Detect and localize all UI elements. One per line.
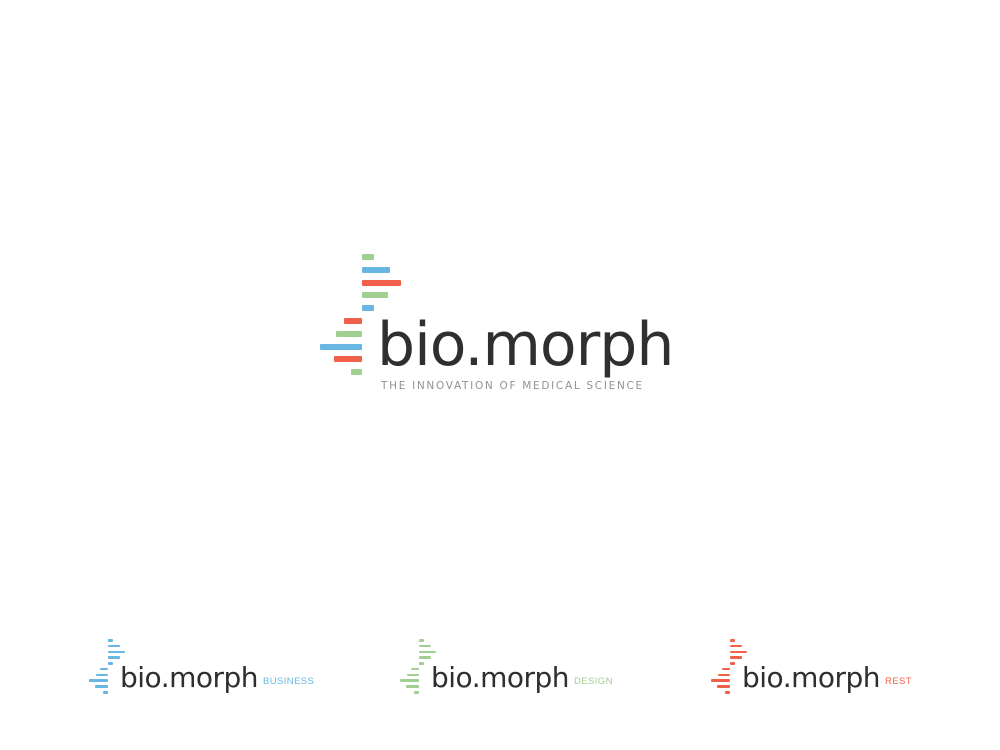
mark-bar <box>418 639 425 642</box>
mark-bar <box>344 318 362 324</box>
mark-bar <box>400 679 419 682</box>
variant-label-design: DESIGN <box>574 676 613 687</box>
mark-bar <box>362 266 390 273</box>
biomorph-bars-logo-icon-orange <box>711 639 748 694</box>
mark-bar <box>413 690 419 694</box>
main-logo-lockup: bio.morph THE INNOVATION OF MEDICAL SCIE… <box>320 254 720 404</box>
mark-bar <box>406 685 419 688</box>
variant-logo-business: bio.morph BUSINESS <box>89 639 349 699</box>
biomorph-bars-logo-icon-blue <box>89 639 126 694</box>
mark-bar <box>336 330 362 337</box>
mark-bar <box>107 656 120 659</box>
variant-label-rest: REST <box>885 676 912 687</box>
mark-bar <box>718 673 730 677</box>
mark-bar <box>362 279 401 286</box>
mark-bar <box>724 690 730 694</box>
mark-bar <box>95 685 108 688</box>
variant-wordmark: bio.morph <box>120 661 259 694</box>
mark-bar <box>96 673 108 677</box>
biomorph-bars-logo-icon <box>320 254 401 376</box>
mark-bar <box>418 656 431 659</box>
variant-wordmark: bio.morph <box>742 661 881 694</box>
mark-bar <box>107 662 114 665</box>
mark-bar <box>107 644 121 648</box>
mark-bar <box>729 656 742 659</box>
mark-bar <box>410 667 419 671</box>
mark-bar <box>711 679 730 682</box>
variant-text-business: bio.morph BUSINESS <box>120 664 314 692</box>
mark-bar <box>320 343 362 350</box>
variant-logo-design: bio.morph DESIGN <box>400 639 660 699</box>
mark-bar <box>362 254 374 260</box>
main-wordmark: bio.morph <box>377 310 674 380</box>
mark-bar <box>89 679 108 682</box>
mark-bar <box>717 685 730 688</box>
mark-bar <box>107 639 114 642</box>
mark-bar <box>334 356 362 363</box>
variant-wordmark: bio.morph <box>431 661 570 694</box>
variant-logo-rest: bio.morph REST <box>711 639 971 699</box>
mark-bar <box>418 650 437 654</box>
mark-bar <box>407 673 419 677</box>
mark-bar <box>418 662 425 665</box>
mark-bar <box>729 650 748 654</box>
mark-bar <box>729 644 743 648</box>
main-tagline: THE INNOVATION OF MEDICAL SCIENCE <box>381 380 644 392</box>
variant-label-business: BUSINESS <box>263 676 315 687</box>
mark-bar <box>721 667 730 671</box>
mark-bar <box>729 662 736 665</box>
mark-bar <box>351 369 362 376</box>
variant-text-design: bio.morph DESIGN <box>431 664 613 692</box>
mark-bar <box>418 644 432 648</box>
mark-bar <box>362 292 388 299</box>
mark-bar <box>362 305 374 312</box>
biomorph-bars-logo-icon-green <box>400 639 437 694</box>
mark-bar <box>102 690 108 694</box>
mark-bar <box>99 667 108 671</box>
variant-text-rest: bio.morph REST <box>742 664 912 692</box>
mark-bar <box>729 639 736 642</box>
mark-bar <box>107 650 126 654</box>
